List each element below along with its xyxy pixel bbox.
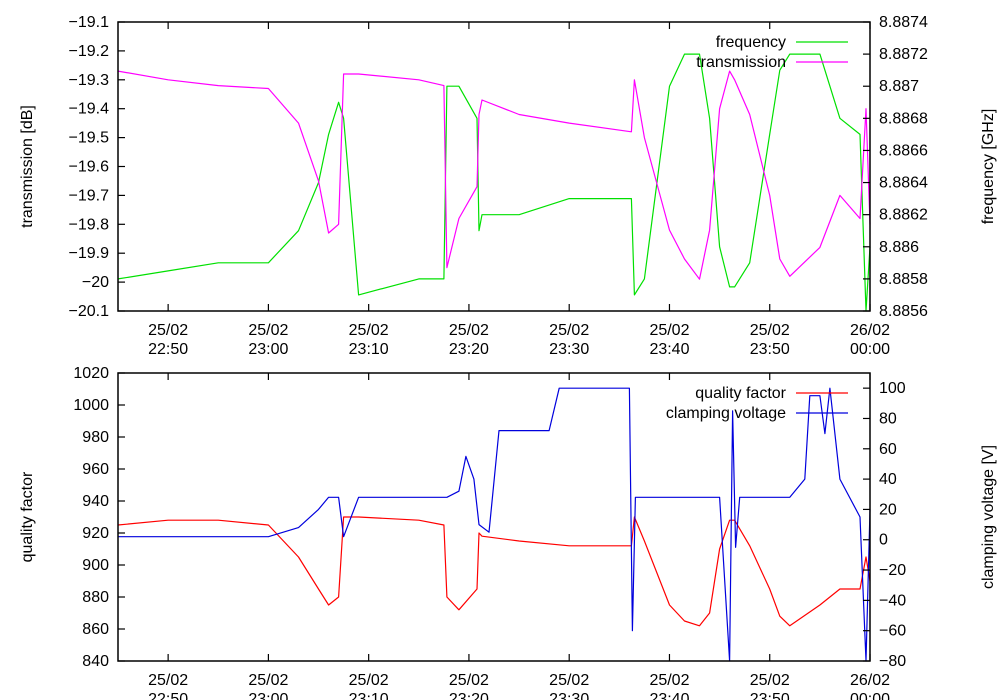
left-y-tick-label: −19.1 — [69, 14, 110, 31]
x-tick-date: 25/02 — [349, 322, 389, 339]
right-y-tick-label: 100 — [879, 380, 906, 397]
right-y-tick-label: 8.8864 — [879, 175, 928, 192]
x-tick-date: 26/02 — [850, 322, 890, 339]
right-y-tick-label: 8.886 — [879, 239, 919, 256]
top-panel: −19.1 −19.2 −19.3 −19.4 −19.5 −19.6 −19.7 −19.8… — [19, 14, 997, 358]
left-y-tick-label: −19.2 — [69, 43, 110, 60]
x-tick-date: 25/02 — [549, 322, 589, 339]
x-tick-time: 23:00 — [248, 691, 288, 700]
right-y-tick-label: −20 — [879, 562, 906, 579]
x-tick-date: 25/02 — [248, 322, 288, 339]
x-tick-time: 22:50 — [148, 691, 188, 700]
left-axis-title: quality factor — [19, 471, 36, 562]
left-y-tick-label: −19.3 — [69, 72, 110, 89]
left-y-tick-label: −20.1 — [69, 303, 110, 320]
series-line-clamping-voltage — [118, 387, 871, 662]
x-tick-time: 23:20 — [449, 691, 489, 700]
right-y-tick-label: 80 — [879, 410, 897, 427]
x-tick-date: 25/02 — [750, 672, 790, 689]
x-tick-date: 25/02 — [649, 672, 689, 689]
left-y-tick-label: 1020 — [73, 365, 109, 382]
left-y-tick-label: 1000 — [73, 397, 109, 414]
series-group — [117, 53, 871, 312]
right-y-tick-label: 8.8868 — [879, 110, 928, 127]
x-tick-time: 23:50 — [750, 341, 790, 358]
x-tick-date: 25/02 — [549, 672, 589, 689]
x-tick-time: 23:30 — [549, 691, 589, 700]
x-tick-time: 23:00 — [248, 341, 288, 358]
x-tick-time: 23:40 — [649, 691, 689, 700]
right-y-tick-label: 8.8874 — [879, 14, 928, 31]
x-tick-time: 23:10 — [349, 691, 389, 700]
series-line-transmission — [117, 70, 871, 280]
left-y-tick-label: 960 — [82, 461, 109, 478]
series-line-quality-factor — [117, 516, 871, 627]
right-y-tick-label: −40 — [879, 592, 906, 609]
left-y-tick-label: 880 — [82, 589, 109, 606]
x-tick-date: 25/02 — [148, 672, 188, 689]
series-line-frequency — [117, 53, 871, 312]
left-y-tick-label: −20 — [82, 274, 109, 291]
legend-label: frequency — [716, 34, 786, 51]
right-y-tick-label: −60 — [879, 623, 906, 640]
x-tick-time: 00:00 — [850, 341, 890, 358]
left-y-tick-label: 840 — [82, 653, 109, 670]
right-axis-title: frequency [GHz] — [980, 109, 997, 225]
x-tick-date: 25/02 — [649, 322, 689, 339]
left-y-tick-label: −19.9 — [69, 245, 110, 262]
x-tick-date: 25/02 — [449, 322, 489, 339]
x-tick-date: 26/02 — [850, 672, 890, 689]
x-tick-date: 25/02 — [449, 672, 489, 689]
plot-frame — [117, 372, 871, 662]
left-y-tick-label: 920 — [82, 525, 109, 542]
legend-label: clamping voltage — [666, 405, 786, 422]
left-y-tick-label: −19.8 — [69, 216, 110, 233]
left-y-tick-label: 860 — [82, 621, 109, 638]
right-y-tick-label: 0 — [879, 532, 888, 549]
left-y-tick-label: −19.7 — [69, 187, 110, 204]
right-y-tick-label: 60 — [879, 441, 897, 458]
right-y-tick-label: 8.8858 — [879, 271, 928, 288]
x-tick-time: 00:00 — [850, 691, 890, 700]
legend-label: quality factor — [695, 385, 786, 402]
x-tick-time: 23:20 — [449, 341, 489, 358]
left-axis-title: transmission [dB] — [19, 105, 36, 228]
x-tick-time: 23:30 — [549, 341, 589, 358]
x-tick-date: 25/02 — [248, 672, 288, 689]
left-y-tick-label: 900 — [82, 557, 109, 574]
legend: quality factor clamping voltage — [666, 385, 848, 422]
right-y-tick-label: 8.8862 — [879, 207, 928, 224]
left-y-tick-label: −19.6 — [69, 159, 110, 176]
series-group — [117, 387, 871, 662]
left-y-tick-label: 940 — [82, 493, 109, 510]
right-y-tick-label: 20 — [879, 501, 897, 518]
right-y-tick-label: −80 — [879, 653, 906, 670]
x-tick-date: 25/02 — [148, 322, 188, 339]
right-y-tick-label: 8.8866 — [879, 142, 928, 159]
x-tick-time: 23:50 — [750, 691, 790, 700]
x-tick-date: 25/02 — [750, 322, 790, 339]
left-y-tick-label: −19.4 — [69, 101, 110, 118]
x-tick-time: 23:10 — [349, 341, 389, 358]
right-axis-title: clamping voltage [V] — [980, 445, 997, 589]
left-y-tick-label: 980 — [82, 429, 109, 446]
x-tick-time: 23:40 — [649, 341, 689, 358]
left-y-tick-label: −19.5 — [69, 130, 110, 147]
x-tick-time: 22:50 — [148, 341, 188, 358]
right-y-tick-label: 40 — [879, 471, 897, 488]
bottom-panel: 1020 1000 980 960 940 920 900 880 860 840 100 80 60 4… — [19, 365, 997, 700]
x-tick-date: 25/02 — [349, 672, 389, 689]
right-y-tick-label: 8.8872 — [879, 46, 928, 63]
right-y-tick-label: 8.887 — [879, 78, 919, 95]
legend-label: transmission — [696, 54, 786, 71]
right-y-tick-label: 8.8856 — [879, 303, 928, 320]
legend: frequency transmission — [696, 34, 848, 71]
